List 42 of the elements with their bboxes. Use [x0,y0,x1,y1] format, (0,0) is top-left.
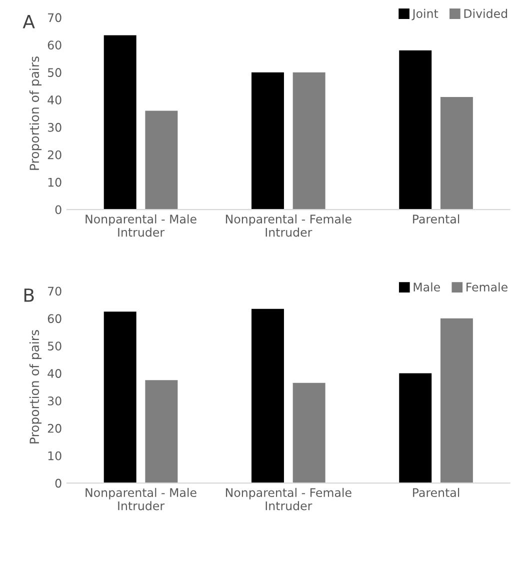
y-tick-label: 30 [48,396,62,406]
y-tick-label: 20 [48,424,62,433]
y-tick-label: 40 [48,95,62,104]
x-tick-label: Nonparental - Male Intruder [86,214,196,237]
x-tick-label: Nonparental - Male Intruder [86,488,196,510]
y-tick-label: 50 [48,68,62,77]
y-tick-label: 50 [48,342,62,351]
bar [104,312,136,484]
legend-label: Divided [464,8,508,18]
chart-title: B [24,288,34,302]
legend-label: Male [414,282,440,292]
y-tick-label: 70 [48,286,62,296]
bar [104,35,136,210]
y-axis-title: Proportion of pairs [29,330,42,444]
legend-label: Joint [412,8,438,20]
y-tick-label: 0 [55,478,62,488]
bar [399,50,432,210]
y-axis-title: Proportion of pairs [29,56,42,170]
y-tick-label: 30 [48,122,62,132]
y-tick-label: 0 [55,205,62,214]
bar [145,110,178,210]
bar [399,373,432,484]
x-tick-label: Parental [413,214,460,224]
y-tick-label: 60 [48,40,62,50]
bar [292,382,326,484]
chart-title: A [22,15,35,28]
bar [440,318,473,484]
legend-label: Female [466,282,508,292]
bar [292,72,326,210]
bar [251,308,284,484]
x-tick-label: Nonparental - Female Intruder [226,488,352,510]
y-tick-label: 10 [48,451,62,460]
y-tick-label: 40 [48,369,62,378]
y-tick-label: 20 [48,150,62,160]
x-tick-label: Nonparental - Female Intruder [226,214,352,237]
bar [251,72,284,210]
y-tick-label: 70 [48,13,62,22]
bar [145,380,178,484]
y-tick-label: 60 [48,314,62,324]
bar [440,97,473,210]
y-tick-label: 10 [48,178,62,187]
x-tick-label: Parental [413,488,460,498]
